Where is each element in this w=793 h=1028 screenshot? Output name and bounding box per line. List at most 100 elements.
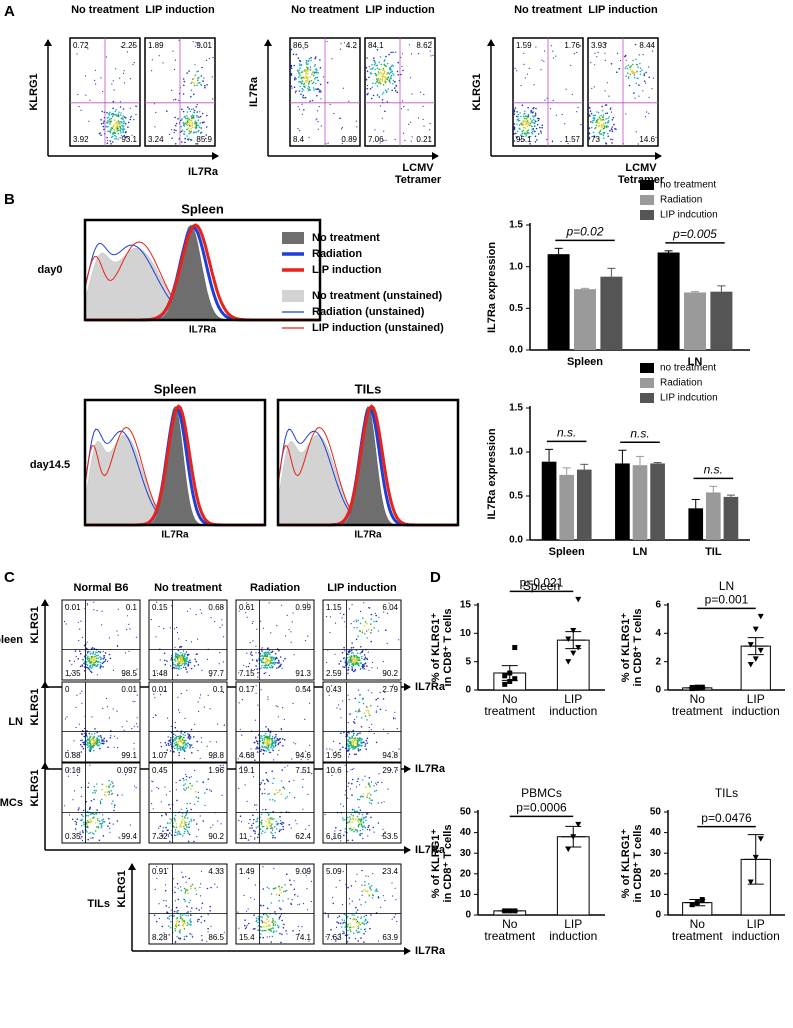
flow-dot [570, 65, 571, 66]
y-axis-label: KLRG1 [29, 769, 41, 806]
flow-dot [267, 659, 269, 661]
flow-dot [198, 125, 200, 127]
flow-dot [257, 925, 259, 927]
flow-dot [98, 740, 100, 742]
flow-dot [185, 747, 187, 749]
flow-dot [606, 127, 608, 129]
flow-dot [361, 916, 363, 918]
quadrant-value: 0.54 [295, 685, 311, 694]
flow-dot [186, 129, 188, 131]
flow-dot [339, 915, 341, 917]
flow-dot [106, 126, 108, 128]
flow-dot [180, 732, 182, 734]
flow-dot [349, 927, 351, 929]
flow-dot [358, 826, 360, 828]
flow-dot [188, 823, 190, 825]
flow-dot [250, 653, 252, 655]
flow-dot [103, 651, 104, 652]
y-tick-label: 5 [465, 656, 471, 667]
flow-dot [255, 748, 257, 750]
flow-dot [124, 70, 125, 71]
flow-dot [293, 780, 294, 781]
flow-dot [382, 80, 384, 82]
flow-dot [412, 93, 413, 94]
flow-dot [634, 73, 636, 75]
y-tick-label: 0.0 [509, 535, 523, 546]
flow-dot [534, 131, 536, 133]
flow-dot [357, 652, 359, 654]
flow-dot [262, 830, 264, 832]
flow-dot [361, 885, 362, 886]
flow-dot [262, 738, 264, 740]
flow-dot [270, 747, 272, 749]
data-point [575, 597, 581, 603]
column-header: LIP induction [140, 4, 220, 16]
flow-dot [114, 736, 115, 737]
y-tick-label: 20 [460, 868, 472, 879]
flow-dot [355, 938, 356, 939]
flow-dot [390, 82, 392, 84]
flow-dot [106, 112, 108, 114]
flow-dot [366, 719, 368, 721]
flow-dot [261, 735, 263, 737]
flow-dot [127, 615, 128, 616]
flow-dot [357, 778, 359, 780]
flow-dot [308, 60, 310, 62]
flow-dot [108, 131, 110, 133]
flow-dot [201, 737, 202, 738]
flow-dot [527, 121, 529, 123]
flow-dot [174, 117, 176, 119]
flow-dot [363, 933, 365, 935]
flow-dot [311, 881, 312, 882]
flow-dot [177, 834, 178, 835]
flow-dot [81, 739, 83, 741]
flow-dot [257, 751, 259, 753]
flow-dot [164, 660, 166, 662]
flow-dot [644, 73, 646, 75]
flow-dot [349, 608, 350, 609]
flow-dot [360, 646, 362, 648]
flow-dot [357, 909, 359, 911]
flow-dot [351, 652, 353, 654]
flow-dot [402, 53, 403, 54]
annotation: p=0.02 [565, 225, 603, 239]
flow-dot [278, 660, 280, 662]
flow-dot [187, 745, 189, 747]
quadrant-value: 94.6 [295, 751, 311, 760]
flow-dot [191, 820, 193, 822]
y-tick-label: 30 [460, 848, 472, 859]
quadrant-value: 1.89 [148, 41, 164, 50]
flow-dot [630, 69, 632, 71]
flow-dot [377, 68, 379, 70]
flow-dot [262, 930, 264, 932]
flow-dot [110, 658, 112, 660]
flow-dot [263, 742, 265, 744]
flow-dot [178, 662, 180, 664]
flow-dot [281, 822, 283, 824]
flow-dot [378, 896, 380, 898]
flow-dot [174, 820, 175, 821]
flow-dot [99, 840, 101, 842]
flow-dot [370, 68, 372, 70]
flow-dot [209, 906, 211, 908]
quadrant-value: 6.16 [326, 832, 342, 841]
flow-dot [154, 915, 156, 917]
column-header: LIP induction [317, 582, 407, 594]
flow-dot [95, 84, 96, 85]
quadrant-value: 10.6 [326, 766, 342, 775]
flow-dot [320, 98, 321, 99]
flow-dot [566, 89, 567, 90]
flow-dot [353, 827, 355, 829]
flow-dot [430, 51, 431, 52]
flow-dot [514, 127, 516, 129]
flow-dot [197, 78, 199, 80]
flow-dot [88, 121, 89, 122]
flow-dot [180, 739, 182, 741]
flow-dot [607, 133, 609, 135]
flow-dot [98, 651, 100, 653]
flow-dot [87, 604, 88, 605]
flow-dot [279, 816, 281, 818]
flow-dot [77, 94, 78, 95]
flow-dot [347, 657, 349, 659]
flow-dot [289, 629, 290, 630]
